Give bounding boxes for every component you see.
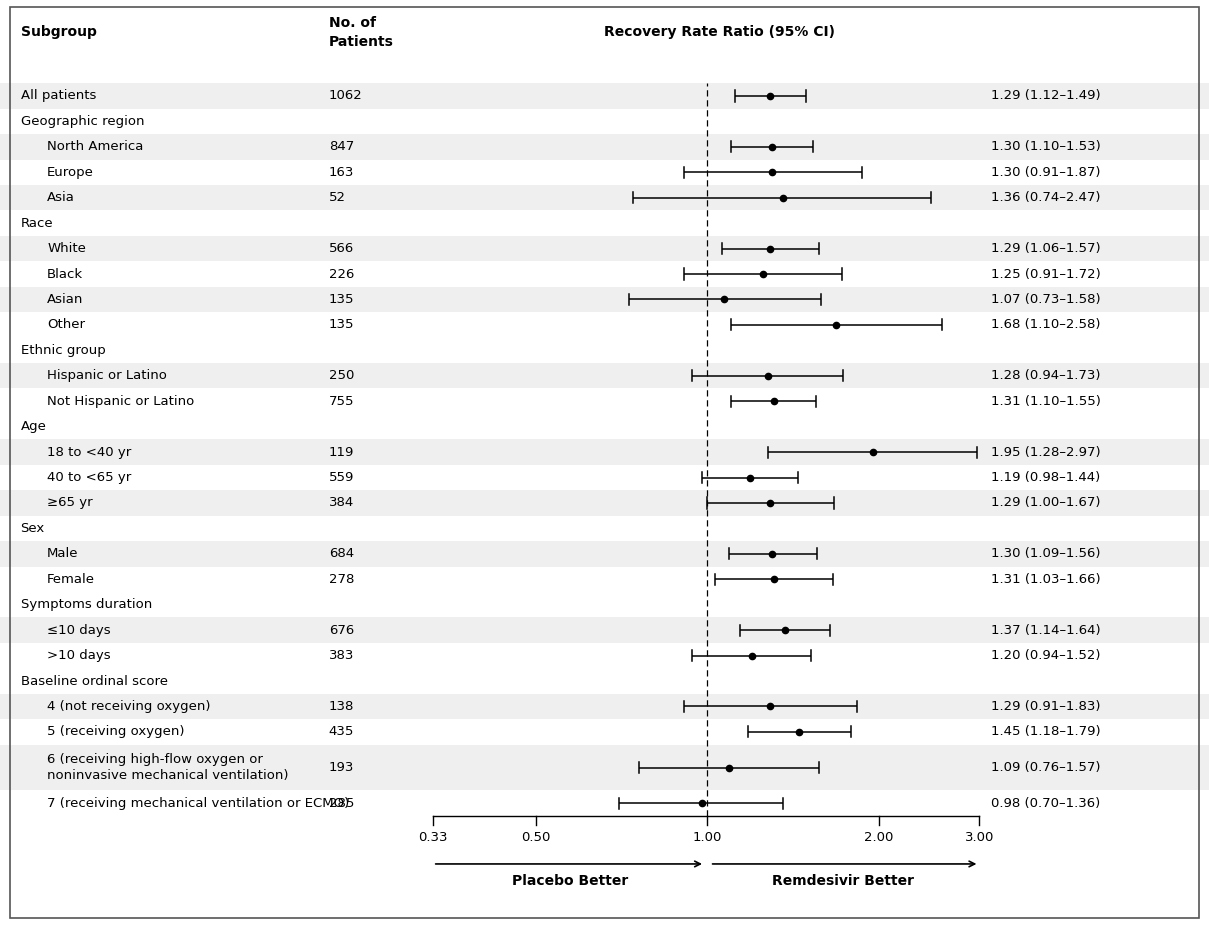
Text: Baseline ordinal score: Baseline ordinal score (21, 674, 168, 687)
Bar (0, 490, 1209, 515)
Text: 755: 755 (329, 395, 354, 408)
Text: 1.31 (1.10–1.55): 1.31 (1.10–1.55) (991, 395, 1101, 408)
Text: 135: 135 (329, 318, 354, 331)
Bar (0, 287, 1209, 312)
Text: 566: 566 (329, 242, 354, 255)
Text: Female: Female (47, 573, 96, 586)
Text: 1.45 (1.18–1.79): 1.45 (1.18–1.79) (991, 725, 1101, 738)
Text: Other: Other (47, 318, 85, 331)
Text: 0.50: 0.50 (521, 831, 550, 844)
Text: 1.29 (1.12–1.49): 1.29 (1.12–1.49) (991, 90, 1101, 103)
Text: All patients: All patients (21, 90, 96, 103)
Text: Sex: Sex (21, 522, 45, 535)
Text: ≤10 days: ≤10 days (47, 623, 111, 636)
Bar (0, 83, 1209, 108)
Text: 1.68 (1.10–2.58): 1.68 (1.10–2.58) (991, 318, 1101, 331)
Text: Symptoms duration: Symptoms duration (21, 598, 152, 611)
Text: Black: Black (47, 267, 83, 280)
Text: 226: 226 (329, 267, 354, 280)
Text: 193: 193 (329, 761, 354, 774)
Text: 1.31 (1.03–1.66): 1.31 (1.03–1.66) (991, 573, 1101, 586)
Text: 278: 278 (329, 573, 354, 586)
Text: Asia: Asia (47, 191, 75, 204)
Text: >10 days: >10 days (47, 649, 111, 662)
Text: Geographic region: Geographic region (21, 115, 144, 128)
Text: 135: 135 (329, 293, 354, 306)
Text: 1.95 (1.28–2.97): 1.95 (1.28–2.97) (991, 446, 1101, 459)
Text: 1.29 (1.06–1.57): 1.29 (1.06–1.57) (991, 242, 1101, 255)
Bar (0, 185, 1209, 210)
Text: 1.09 (0.76–1.57): 1.09 (0.76–1.57) (991, 761, 1101, 774)
Text: Recovery Rate Ratio (95% CI): Recovery Rate Ratio (95% CI) (603, 25, 835, 40)
Text: noninvasive mechanical ventilation): noninvasive mechanical ventilation) (47, 769, 289, 782)
Text: 40 to <65 yr: 40 to <65 yr (47, 471, 132, 484)
Text: White: White (47, 242, 86, 255)
Text: Ethnic group: Ethnic group (21, 344, 105, 357)
Text: 1.30 (0.91–1.87): 1.30 (0.91–1.87) (991, 166, 1101, 179)
Text: 676: 676 (329, 623, 354, 636)
Text: North America: North America (47, 141, 144, 154)
Text: 0.98 (0.70–1.36): 0.98 (0.70–1.36) (991, 796, 1100, 809)
Text: 2.00: 2.00 (864, 831, 893, 844)
Text: Race: Race (21, 216, 53, 229)
Text: 1.28 (0.94–1.73): 1.28 (0.94–1.73) (991, 369, 1101, 382)
Text: Remdesivir Better: Remdesivir Better (773, 873, 914, 888)
Text: 18 to <40 yr: 18 to <40 yr (47, 446, 132, 459)
Text: 1.25 (0.91–1.72): 1.25 (0.91–1.72) (991, 267, 1101, 280)
Text: 119: 119 (329, 446, 354, 459)
Bar (0, 617, 1209, 643)
Bar (0, 541, 1209, 566)
Text: 250: 250 (329, 369, 354, 382)
Bar (0, 363, 1209, 388)
Text: 1.20 (0.94–1.52): 1.20 (0.94–1.52) (991, 649, 1101, 662)
Text: Not Hispanic or Latino: Not Hispanic or Latino (47, 395, 195, 408)
Text: 1.07 (0.73–1.58): 1.07 (0.73–1.58) (991, 293, 1101, 306)
Text: Hispanic or Latino: Hispanic or Latino (47, 369, 167, 382)
Text: 1.00: 1.00 (693, 831, 722, 844)
Bar (0, 745, 1209, 790)
Text: 163: 163 (329, 166, 354, 179)
Text: 285: 285 (329, 796, 354, 809)
Bar (0, 134, 1209, 159)
Text: 684: 684 (329, 548, 354, 561)
Text: Patients: Patients (329, 34, 394, 49)
Bar (0, 236, 1209, 261)
Text: 1062: 1062 (329, 90, 363, 103)
Text: 0.33: 0.33 (418, 831, 447, 844)
Text: 6 (receiving high-flow oxygen or: 6 (receiving high-flow oxygen or (47, 753, 264, 767)
Text: 1.29 (0.91–1.83): 1.29 (0.91–1.83) (991, 700, 1101, 713)
Text: Subgroup: Subgroup (21, 25, 97, 40)
Text: 1.30 (1.10–1.53): 1.30 (1.10–1.53) (991, 141, 1101, 154)
Text: 384: 384 (329, 497, 354, 510)
Bar (0, 694, 1209, 719)
Bar (0, 439, 1209, 464)
Text: 52: 52 (329, 191, 346, 204)
Text: 3.00: 3.00 (965, 831, 994, 844)
Text: 1.36 (0.74–2.47): 1.36 (0.74–2.47) (991, 191, 1101, 204)
Text: 559: 559 (329, 471, 354, 484)
Text: 1.30 (1.09–1.56): 1.30 (1.09–1.56) (991, 548, 1101, 561)
Text: 4 (not receiving oxygen): 4 (not receiving oxygen) (47, 700, 210, 713)
Text: 7 (receiving mechanical ventilation or ECMO): 7 (receiving mechanical ventilation or E… (47, 796, 349, 809)
Text: Europe: Europe (47, 166, 94, 179)
Text: 1.29 (1.00–1.67): 1.29 (1.00–1.67) (991, 497, 1101, 510)
Text: 1.19 (0.98–1.44): 1.19 (0.98–1.44) (991, 471, 1100, 484)
Text: Asian: Asian (47, 293, 83, 306)
Text: Male: Male (47, 548, 79, 561)
Text: ≥65 yr: ≥65 yr (47, 497, 93, 510)
Text: 1.37 (1.14–1.64): 1.37 (1.14–1.64) (991, 623, 1101, 636)
Text: 138: 138 (329, 700, 354, 713)
Text: No. of: No. of (329, 16, 376, 31)
Text: 5 (receiving oxygen): 5 (receiving oxygen) (47, 725, 185, 738)
Text: Age: Age (21, 420, 46, 433)
Text: Placebo Better: Placebo Better (511, 873, 629, 888)
Text: 435: 435 (329, 725, 354, 738)
Text: 383: 383 (329, 649, 354, 662)
Text: 847: 847 (329, 141, 354, 154)
